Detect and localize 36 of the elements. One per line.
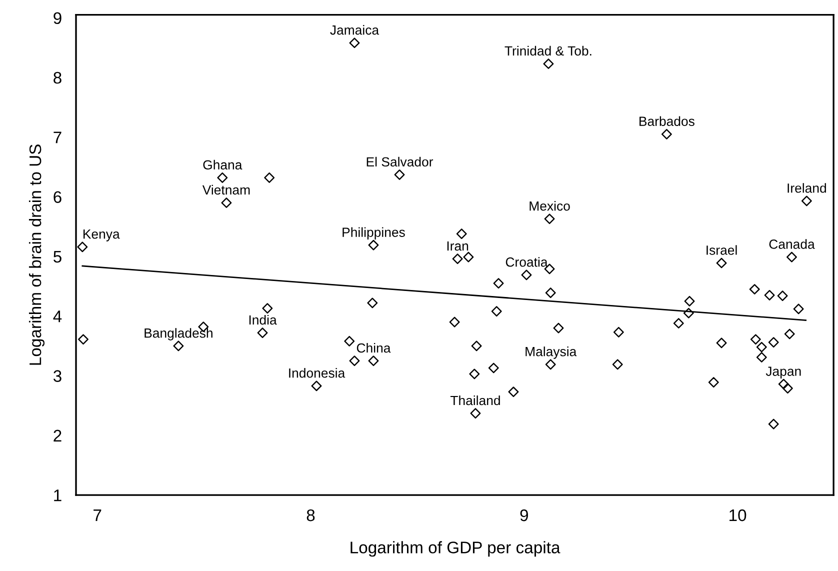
y-axis-title: Logarithm of brain drain to US xyxy=(28,144,45,365)
y-tick-label: 5 xyxy=(54,251,62,263)
y-tick-label: 2 xyxy=(54,430,62,442)
y-tick-label: 6 xyxy=(54,191,62,203)
y-tick-label: 1 xyxy=(54,490,62,502)
x-axis-title: Logarithm of GDP per capita xyxy=(350,541,560,557)
annotation: Jamaica xyxy=(330,25,380,35)
annotation: Malaysia xyxy=(526,346,577,359)
annotation: Japan xyxy=(766,366,801,379)
y-tick-label: 7 xyxy=(54,132,62,144)
y-tick-label: 3 xyxy=(53,370,62,382)
annotation: Kenya xyxy=(83,230,120,242)
annotation: Philippines xyxy=(342,227,405,240)
x-tick-label: 9 xyxy=(520,509,528,522)
annotation: Bangladesh xyxy=(144,328,212,340)
y-tick-label: 9 xyxy=(54,12,62,24)
annotation: Iran xyxy=(447,241,468,251)
annotation: China xyxy=(356,342,391,353)
annotation: Thailand xyxy=(450,395,500,406)
annotation: Mexico xyxy=(530,201,570,211)
annotation: Israel xyxy=(706,245,737,255)
annotation: Barbados xyxy=(640,116,694,126)
x-tick-label: 8 xyxy=(306,509,315,522)
annotation: Indonesia xyxy=(289,368,346,378)
y-tick-label: 8 xyxy=(54,72,62,84)
annotation: El Salvador xyxy=(366,156,434,167)
annotation: Vietnam xyxy=(202,184,250,195)
y-tick-label: 4 xyxy=(53,310,62,322)
x-tick-label: 10 xyxy=(730,509,746,522)
annotation: Croatia xyxy=(506,257,548,267)
annotation: Canada xyxy=(769,239,815,249)
annotation: Ireland xyxy=(788,183,826,193)
annotation: Ghana xyxy=(203,160,242,170)
x-tick-label: 7 xyxy=(94,510,102,522)
annotation: India xyxy=(249,314,277,325)
annotation: Trinidad & Tob. xyxy=(504,46,592,56)
